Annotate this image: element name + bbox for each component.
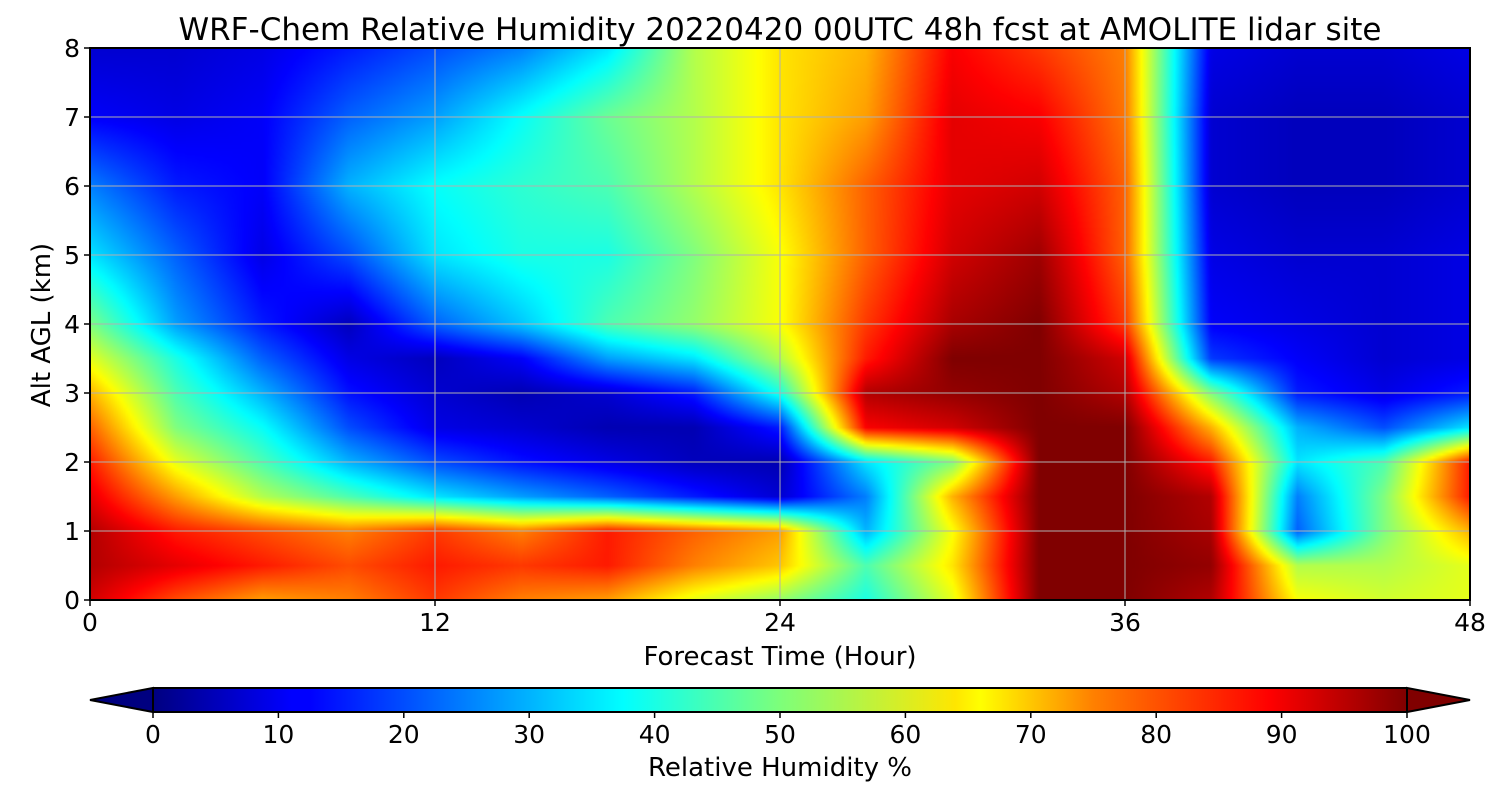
colorbar: 0 10 20 30 40 50 60 70 80 90 100 Relative Humidity… bbox=[89, 686, 1471, 783]
colorbar-tick-label: 50 bbox=[764, 720, 796, 749]
colorbar-tick-label: 90 bbox=[1266, 720, 1298, 749]
x-axis-label: Forecast Time (Hour) bbox=[643, 642, 916, 672]
colorbar-body bbox=[153, 688, 1407, 712]
x-tick-label: 48 bbox=[1454, 608, 1486, 637]
colorbar-tick-label: 70 bbox=[1015, 720, 1047, 749]
x-tick-label: 0 bbox=[82, 608, 98, 637]
y-axis-label: Alt AGL (km) bbox=[27, 243, 57, 407]
colorbar-extend-high bbox=[1406, 686, 1471, 714]
y-tick-label: 1 bbox=[64, 517, 80, 546]
y-tick-label: 3 bbox=[64, 379, 80, 408]
colorbar-tick-label: 0 bbox=[145, 720, 161, 749]
chart-title: WRF-Chem Relative Humidity 20220420 00UT… bbox=[178, 12, 1381, 48]
x-tick-label: 36 bbox=[1109, 608, 1141, 637]
colorbar-tick-label: 10 bbox=[262, 720, 294, 749]
colorbar-tick-label: 40 bbox=[639, 720, 671, 749]
colorbar-tick-label: 30 bbox=[513, 720, 545, 749]
x-tick-label: 12 bbox=[419, 608, 451, 637]
colorbar-tick-label: 20 bbox=[388, 720, 420, 749]
y-tick-label: 7 bbox=[64, 103, 80, 132]
y-tick-label: 8 bbox=[64, 34, 80, 63]
colorbar-extend-low bbox=[89, 686, 154, 714]
y-tick-label: 2 bbox=[64, 448, 80, 477]
x-tick-label: 24 bbox=[764, 608, 796, 637]
y-tick-label: 0 bbox=[64, 586, 80, 615]
colorbar-tick-label: 100 bbox=[1383, 720, 1431, 749]
y-tick-label: 4 bbox=[64, 310, 80, 339]
y-axis-ticks: 0 1 2 3 4 5 6 7 8 bbox=[64, 34, 90, 615]
colorbar-tick-label: 80 bbox=[1140, 720, 1172, 749]
y-tick-label: 6 bbox=[64, 172, 80, 201]
colorbar-ticks: 0 10 20 30 40 50 60 70 80 90 100 bbox=[145, 712, 1431, 749]
colorbar-tick-label: 60 bbox=[889, 720, 921, 749]
x-axis-ticks: 0 12 24 36 48 bbox=[82, 600, 1486, 637]
colorbar-label: Relative Humidity % bbox=[648, 753, 912, 783]
y-tick-label: 5 bbox=[64, 241, 80, 270]
